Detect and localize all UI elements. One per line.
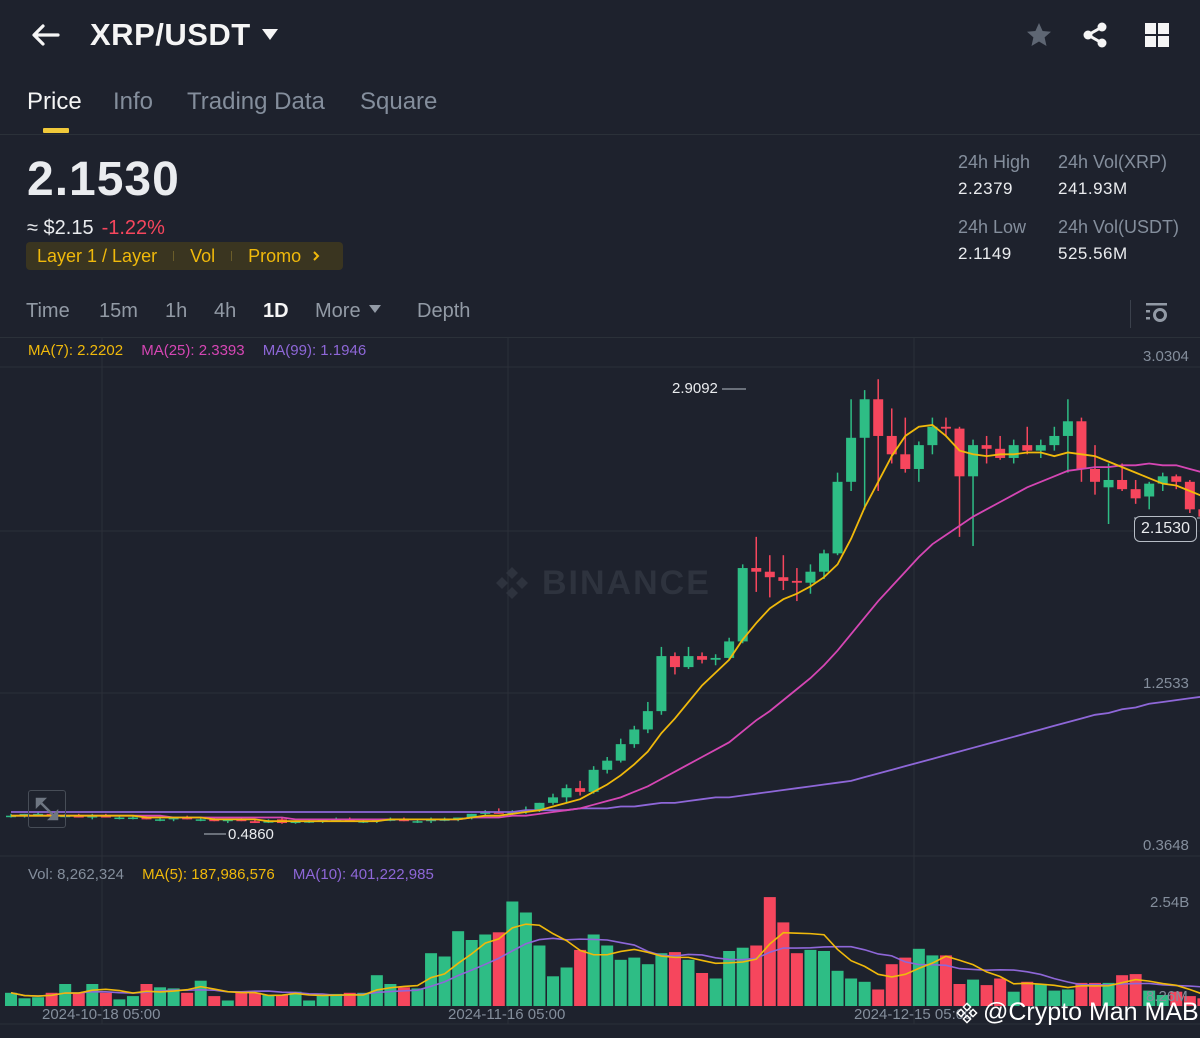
chevron-right-icon	[313, 251, 320, 261]
candlestick-chart[interactable]	[0, 338, 1200, 1038]
interval-time[interactable]: Time	[26, 300, 70, 322]
tab-trading-data[interactable]: Trading Data	[187, 88, 325, 115]
volume-axis-label: 2.54B	[1150, 894, 1190, 911]
tab-price[interactable]: Price	[27, 88, 82, 115]
author-watermark: @Crypto Man MAB	[955, 998, 1199, 1027]
volume-value: Vol: 8,262,324	[28, 866, 124, 883]
ma7-value: MA(7): 2.2202	[28, 342, 124, 359]
volume-axis-label: 8.26M	[1146, 988, 1188, 1005]
pair-dropdown-icon[interactable]	[262, 29, 278, 40]
low-value: 2.1149	[958, 244, 1012, 263]
interval-15m[interactable]: 15m	[99, 300, 138, 322]
grid-icon[interactable]	[1142, 20, 1172, 50]
vol-ma5-value: MA(5): 187,986,576	[142, 866, 275, 883]
vol-quote-value: 525.56M	[1058, 244, 1128, 263]
interval-1h[interactable]: 1h	[165, 300, 188, 322]
vol-ma10-value: MA(10): 401,222,985	[292, 866, 434, 883]
tag-layer1[interactable]: Layer 1 / Layer	[37, 245, 158, 266]
vol-quote-label: 24h Vol(USDT)	[1058, 217, 1180, 237]
fiat-price: ≈ $2.15	[27, 217, 94, 239]
tab-bar: Price Info Trading Data Square	[0, 84, 1200, 135]
pair-title[interactable]: XRP/USDT	[90, 17, 251, 52]
vol-base-label: 24h Vol(XRP)	[1058, 152, 1168, 172]
ma99-value: MA(99): 1.1946	[262, 342, 367, 359]
tag-vol[interactable]: Vol	[190, 245, 216, 266]
divider	[1130, 300, 1131, 328]
tag-bar[interactable]: Layer 1 / Layer Vol Promo	[26, 242, 343, 270]
price-change-percent: -1.22%	[101, 217, 165, 239]
chart-settings-icon[interactable]	[1144, 300, 1170, 326]
high-value: 2.2379	[958, 179, 1013, 198]
tag-promo[interactable]: Promo	[248, 245, 302, 266]
caret-down-icon	[368, 305, 381, 313]
interval-1d[interactable]: 1D	[263, 300, 289, 322]
tab-info[interactable]: Info	[113, 88, 154, 115]
volume-legend: Vol: 8,262,324 MA(5): 187,986,576 MA(10)…	[28, 866, 434, 883]
header: XRP/USDT	[0, 0, 1200, 72]
back-arrow-icon[interactable]	[28, 18, 62, 52]
tag-divider	[231, 251, 233, 261]
time-axis-label: 2024-12-15 05:00	[854, 1006, 973, 1023]
interval-4h[interactable]: 4h	[214, 300, 237, 322]
vol-base-value: 241.93M	[1058, 179, 1128, 198]
min-price-annotation: 0.4860	[228, 826, 274, 843]
interval-more[interactable]: More	[315, 300, 381, 323]
interval-bar: Time 15m 1h 4h 1D More Depth	[0, 296, 1200, 338]
stats-volume: 24h Vol(XRP) 241.93M 24h Vol(USDT) 525.5…	[1058, 152, 1179, 264]
tab-depth[interactable]: Depth	[417, 300, 471, 322]
low-label: 24h Low	[958, 217, 1027, 237]
high-label: 24h High	[958, 152, 1031, 172]
price-axis-label: 1.2533	[1143, 675, 1189, 692]
ma-legend: MA(7): 2.2202 MA(25): 2.3393 MA(99): 1.1…	[28, 342, 366, 359]
fullscreen-button[interactable]	[28, 790, 66, 828]
ma25-value: MA(25): 2.3393	[141, 342, 245, 359]
binance-watermark: BINANCE	[492, 563, 711, 603]
tag-divider	[173, 251, 175, 261]
last-price: 2.1530	[27, 153, 180, 206]
star-icon[interactable]	[1024, 20, 1054, 50]
max-price-annotation: 2.9092	[672, 380, 718, 397]
price-axis-label: 3.0304	[1143, 348, 1189, 365]
binance-logo-icon	[496, 567, 528, 599]
price-axis-label: 0.3648	[1143, 837, 1189, 854]
more-label: More	[315, 300, 361, 322]
binance-logo-icon	[956, 1001, 978, 1024]
fiat-price-row: ≈ $2.15 -1.22%	[27, 217, 165, 240]
time-axis-label: 2024-11-16 05:00	[448, 1006, 566, 1023]
share-icon[interactable]	[1080, 20, 1110, 50]
expand-icon	[35, 797, 59, 821]
last-price-marker: 2.1530	[1134, 516, 1197, 542]
stats-high-low: 24h High 2.2379 24h Low 2.1149	[958, 152, 1030, 264]
time-axis-label: 2024-10-18 05:00	[42, 1006, 161, 1023]
active-tab-indicator	[43, 128, 69, 133]
tab-square[interactable]: Square	[360, 88, 438, 115]
